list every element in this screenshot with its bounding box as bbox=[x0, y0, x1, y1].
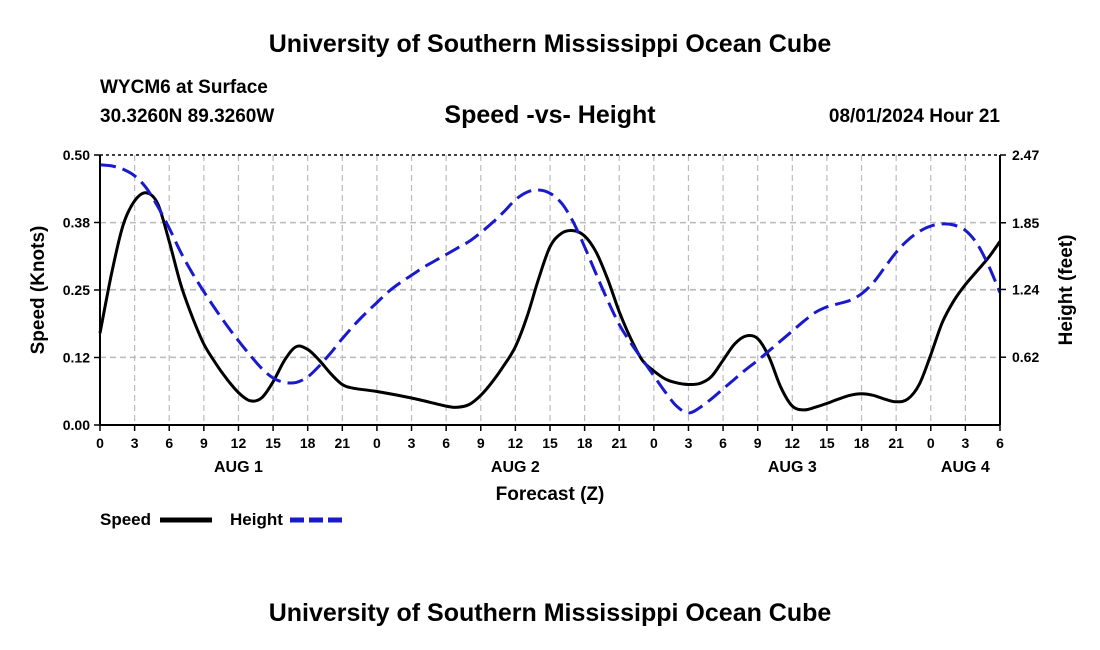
x-tick-label: 3 bbox=[408, 435, 416, 451]
x-tick-label: 6 bbox=[996, 435, 1004, 451]
x-tick-label: 9 bbox=[200, 435, 208, 451]
y-left-tick-label: 0.38 bbox=[63, 215, 90, 231]
y-axis-left-title: Speed (Knots) bbox=[28, 226, 49, 355]
x-tick-label: 6 bbox=[442, 435, 450, 451]
station-coordinates: 30.3260N 89.3260W bbox=[100, 106, 275, 127]
y-right-tick-label: 2.47 bbox=[1012, 147, 1039, 163]
x-tick-label: 15 bbox=[542, 435, 558, 451]
x-tick-label: 12 bbox=[231, 435, 247, 451]
x-day-label: AUG 2 bbox=[491, 459, 540, 476]
series bbox=[98, 163, 1002, 415]
legend-height-label: Height bbox=[230, 510, 283, 529]
x-tick-label: 3 bbox=[961, 435, 969, 451]
y-right-tick-label: 1.85 bbox=[1012, 215, 1039, 231]
y-left-tick-label: 0.50 bbox=[63, 147, 90, 163]
chart-title: Speed -vs- Height bbox=[444, 101, 656, 129]
x-day-label: AUG 4 bbox=[941, 459, 990, 476]
x-tick-label: 18 bbox=[854, 435, 870, 451]
x-tick-label: 21 bbox=[888, 435, 904, 451]
x-day-label: AUG 3 bbox=[768, 459, 817, 476]
height-series-line bbox=[99, 163, 1002, 415]
legend-speed-label: Speed bbox=[100, 510, 151, 529]
x-tick-label: 6 bbox=[719, 435, 727, 451]
legend: Speed Height bbox=[100, 510, 342, 529]
forecast-datetime: 08/01/2024 Hour 21 bbox=[828, 106, 1000, 127]
x-tick-label: 3 bbox=[685, 435, 693, 451]
x-tick-label: 21 bbox=[335, 435, 351, 451]
x-tick-label: 18 bbox=[577, 435, 593, 451]
x-day-label: AUG 1 bbox=[214, 459, 263, 476]
axes: 0 3 6 9 12 15 18 21 0 3 6 9 12 15 18 21 0 3 6 9 12 15 18 21 0 3 6A… bbox=[63, 147, 1040, 476]
station-label: WYCM6 at Surface bbox=[100, 77, 268, 98]
x-tick-label: 3 bbox=[131, 435, 139, 451]
y-axis-right-title: Height (feet) bbox=[1056, 235, 1077, 346]
x-tick-label: 0 bbox=[373, 435, 381, 451]
x-tick-label: 6 bbox=[165, 435, 173, 451]
footer-title: University of Southern Mississippi Ocean… bbox=[268, 599, 832, 627]
y-right-tick-label: 0.62 bbox=[1012, 349, 1039, 365]
y-left-tick-label: 0.12 bbox=[63, 350, 90, 366]
x-tick-label: 0 bbox=[96, 435, 104, 451]
x-tick-label: 0 bbox=[927, 435, 935, 451]
x-tick-label: 12 bbox=[785, 435, 801, 451]
x-tick-label: 9 bbox=[477, 435, 485, 451]
x-tick-label: 0 bbox=[650, 435, 658, 451]
x-tick-label: 15 bbox=[819, 435, 835, 451]
x-tick-label: 12 bbox=[508, 435, 524, 451]
y-left-tick-label: 0.00 bbox=[63, 417, 90, 433]
page-title: University of Southern Mississippi Ocean… bbox=[268, 30, 832, 58]
x-tick-label: 15 bbox=[265, 435, 281, 451]
y-right-tick-label: 1.24 bbox=[1012, 281, 1039, 297]
y-left-tick-label: 0.25 bbox=[63, 282, 90, 298]
x-tick-label: 18 bbox=[300, 435, 316, 451]
x-tick-label: 21 bbox=[611, 435, 627, 451]
x-tick-label: 9 bbox=[754, 435, 762, 451]
x-axis-title: Forecast (Z) bbox=[496, 484, 605, 505]
